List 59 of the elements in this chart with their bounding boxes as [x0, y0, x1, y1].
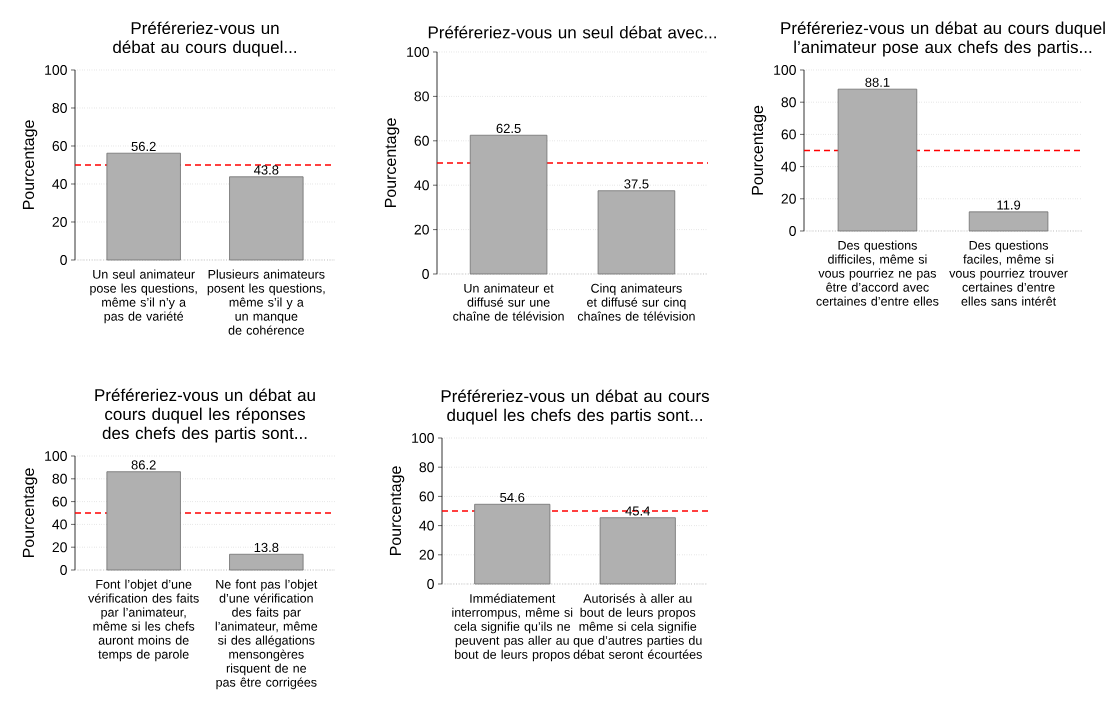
y-tick-label: 60 — [419, 491, 434, 502]
data-label: 13.8 — [254, 542, 279, 553]
data-label: 43.8 — [253, 165, 279, 175]
y-tick-label: 40 — [419, 520, 434, 531]
data-label: 54.6 — [500, 492, 525, 503]
y-tick-label: 100 — [774, 65, 796, 75]
y-axis-title: Pourcentage — [751, 105, 767, 195]
data-label: 88.1 — [865, 77, 890, 87]
y-tick-label: 60 — [52, 496, 67, 507]
y-tick-label: 40 — [781, 161, 796, 172]
y-tick-label: 0 — [60, 565, 67, 575]
y-tick-label: 80 — [419, 462, 434, 473]
y-tick-label: 40 — [52, 179, 67, 189]
y-axis-title: Pourcentage — [22, 120, 38, 210]
y-tick-label: 20 — [52, 217, 67, 227]
chart-title: Préféreriez-vous un débat au cours duquel... — [113, 21, 297, 57]
y-tick-label: 60 — [52, 141, 67, 151]
y-tick-label: 20 — [414, 224, 429, 235]
x-tick-label: Un animateur et diffusé sur une chaîne de télévision — [453, 283, 564, 321]
data-label: 11.9 — [997, 200, 1021, 210]
y-tick-label: 80 — [781, 97, 796, 108]
y-tick-label: 40 — [414, 180, 429, 191]
x-tick-label: Des questions faciles, même si vous pourriez trouver certaines d’entre elles sans intérêt — [949, 240, 1068, 306]
y-axis-title: Pourcentage — [384, 118, 400, 208]
y-tick-label: 0 — [422, 269, 429, 279]
y-tick-label: 0 — [60, 255, 67, 265]
y-tick-label: 60 — [414, 135, 429, 146]
y-tick-label: 100 — [45, 65, 67, 75]
data-label: 37.5 — [624, 179, 649, 189]
data-label: 56.2 — [131, 141, 156, 152]
y-tick-label: 100 — [412, 433, 434, 443]
chart-title: Préféreriez-vous un débat au cours duquel l’animateur pose aux chefs des partis... — [781, 21, 1105, 57]
x-tick-label: Autorisés à aller au bout de leurs propos même si cela signifie que d’autres parties du débat seront écourtées — [573, 593, 702, 659]
x-tick-label: Ne font pas l’objet d’une vérification des faits par l’animateur, même si des allégations mensongères risquent de ne pas être corrigées — [215, 579, 318, 690]
y-axis-title: Pourcentage — [22, 468, 38, 558]
y-tick-label: 0 — [789, 226, 796, 236]
chart-title: Préféreriez-vous un débat au cours duquel les réponses des chefs des partis sont... — [95, 388, 315, 443]
x-tick-label: Cinq animateurs et diffusé sur cinq chaînes de télévision — [577, 283, 695, 321]
y-tick-label: 40 — [52, 519, 67, 530]
y-axis-title: Pourcentage — [389, 466, 405, 556]
y-tick-label: 80 — [52, 473, 67, 484]
y-tick-label: 80 — [414, 91, 429, 102]
x-tick-label: Immédiatement interrompus, même si cela signifie qu’ils ne peuvent pas aller au bout de leurs propos — [452, 593, 573, 662]
y-tick-label: 100 — [407, 47, 429, 57]
y-tick-label: 20 — [52, 542, 67, 553]
y-tick-label: 20 — [419, 549, 434, 560]
x-tick-label: Plusieurs animateurs posent les questions, même s’il y a un manque de cohérence — [207, 269, 325, 335]
data-label: 86.2 — [131, 460, 156, 470]
data-label: 62.5 — [496, 123, 521, 134]
x-tick-label: Un seul animateur pose les questions, même s’il n’y a pas de variété — [90, 269, 197, 324]
y-tick-label: 60 — [781, 129, 796, 140]
x-tick-label: Des questions difficiles, même si vous pourriez ne pas être d’accord avec certaines d’entre elles — [816, 240, 939, 306]
y-tick-label: 80 — [52, 103, 67, 113]
y-tick-label: 0 — [427, 579, 434, 589]
y-tick-label: 100 — [45, 451, 67, 461]
chart-title: Préféreriez-vous un seul débat avec... — [428, 25, 716, 39]
y-tick-label: 20 — [781, 193, 796, 204]
x-tick-label: Font l’objet d’une vérification des faits par l’animateur, même si les chefs auront moins de temps de parole — [88, 579, 199, 662]
chart-title: Préféreriez-vous un débat au cours duquel les chefs des partis sont... — [441, 389, 709, 425]
